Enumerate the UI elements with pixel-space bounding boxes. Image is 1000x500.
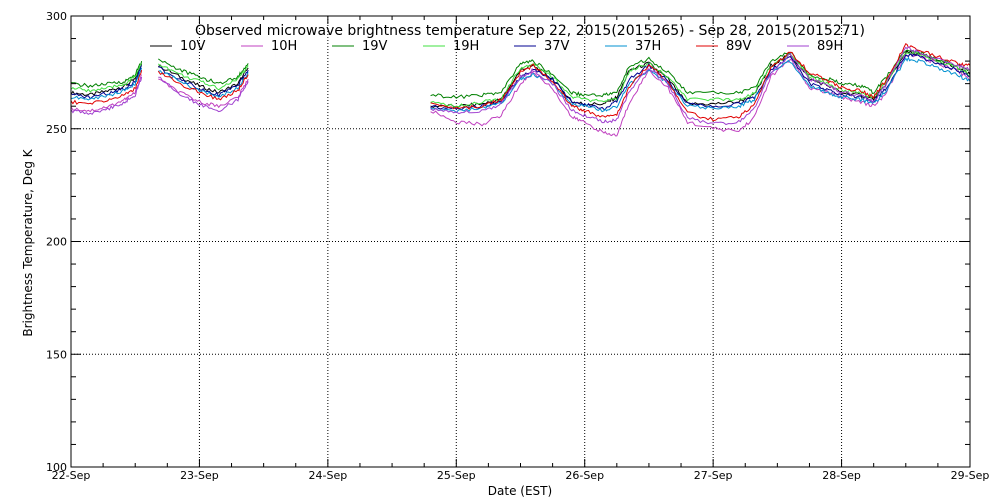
grid <box>71 16 970 467</box>
series-line-10h <box>158 78 249 109</box>
y-tick-label: 200 <box>46 236 67 249</box>
legend-label-89h: 89H <box>817 39 843 54</box>
tick-labels: 22-Sep 23-Sep 24-Sep 25-Sep 26-Sep 27-Sep 28-S… <box>46 10 989 482</box>
x-tick-label: 26-Sep <box>565 469 604 482</box>
series-line-19h <box>157 63 249 91</box>
legend-label-37v: 37V <box>544 39 570 54</box>
series-line-37h <box>70 67 143 101</box>
x-tick-label: 22-Sep <box>52 469 91 482</box>
legend-label-19h: 19H <box>453 39 479 54</box>
y-tick-label: 100 <box>46 461 67 474</box>
series-line-19v <box>158 58 249 85</box>
series-line-89v <box>70 69 143 105</box>
legend-label-89v: 89V <box>726 39 752 54</box>
y-tick-label: 300 <box>46 10 67 23</box>
legend-label-37h: 37H <box>635 39 661 54</box>
x-tick-label: 27-Sep <box>694 469 733 482</box>
series-line-89v <box>430 42 971 122</box>
x-tick-label: 28-Sep <box>822 469 861 482</box>
series-layer <box>70 42 971 137</box>
legend: 10V 10H 19V 19H 37V 37H 89V 89H <box>150 39 843 54</box>
series-line-89h <box>158 76 249 113</box>
x-tick-label: 29-Sep <box>951 469 990 482</box>
chart-title: Observed microwave brightness temperatur… <box>195 23 865 39</box>
x-axis-label: Date (EST) <box>488 484 552 498</box>
series-line-89h <box>430 46 971 126</box>
series-line-19v <box>70 60 143 89</box>
series-line-10h <box>430 52 971 137</box>
series-line-10v <box>158 64 249 94</box>
legend-label-19v: 19V <box>362 39 388 54</box>
series-line-37h <box>430 56 971 113</box>
axis-ticks <box>70 15 971 468</box>
series-line-89v <box>157 70 249 101</box>
y-tick-label: 250 <box>46 123 67 136</box>
x-tick-label: 24-Sep <box>309 469 348 482</box>
legend-label-10v: 10V <box>180 39 206 54</box>
series-line-37v <box>70 65 142 100</box>
x-tick-label: 23-Sep <box>180 469 219 482</box>
series-line-89h <box>70 76 143 115</box>
series-line-19h <box>70 63 142 93</box>
series-line-10v <box>70 63 143 97</box>
y-axis-label: Brightness Temperature, Deg K <box>21 148 35 336</box>
x-tick-label: 25-Sep <box>437 469 476 482</box>
legend-label-10h: 10H <box>271 39 297 54</box>
y-tick-label: 150 <box>46 348 67 361</box>
series-line-37v <box>430 53 971 111</box>
